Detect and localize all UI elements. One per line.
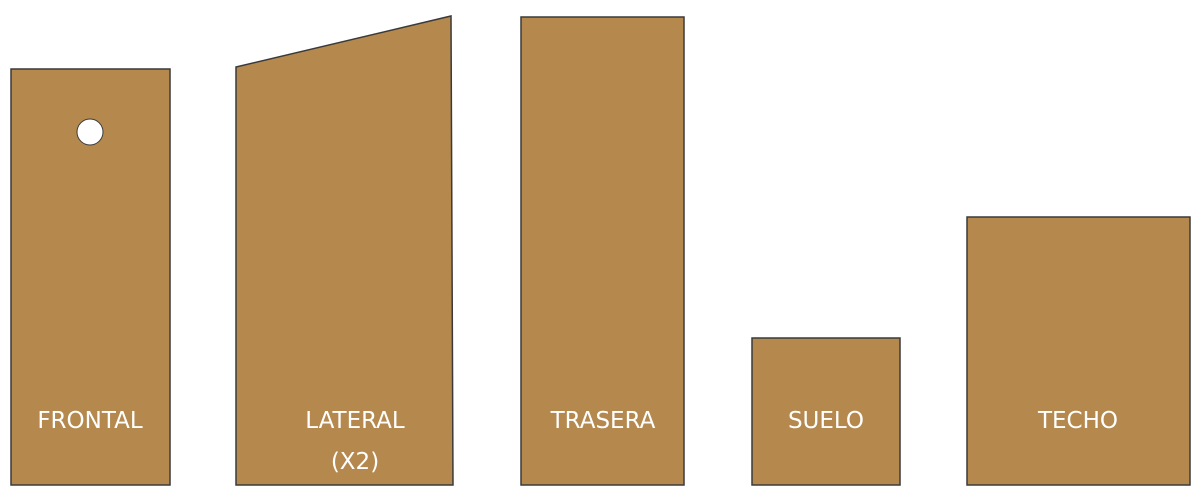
piece-lateral-quantity: (X2) <box>331 449 379 475</box>
entrance-hole <box>76 118 104 146</box>
piece-suelo-label: SUELO <box>788 408 864 434</box>
piece-suelo: SUELO <box>751 337 901 486</box>
piece-lateral-label: LATERAL <box>305 408 405 434</box>
piece-lateral: LATERAL (X2) <box>235 15 454 486</box>
piece-trasera-label: TRASERA <box>550 408 656 434</box>
piece-techo-label: TECHO <box>1037 408 1118 434</box>
piece-trasera-panel <box>520 16 685 486</box>
piece-techo-panel <box>966 216 1191 486</box>
piece-suelo-panel <box>751 337 901 486</box>
piece-lateral-panel <box>235 15 454 486</box>
piece-trasera: TRASERA <box>520 16 685 486</box>
piece-frontal: FRONTAL <box>10 68 171 486</box>
piece-techo: TECHO <box>966 216 1191 486</box>
piece-frontal-label: FRONTAL <box>37 408 143 434</box>
